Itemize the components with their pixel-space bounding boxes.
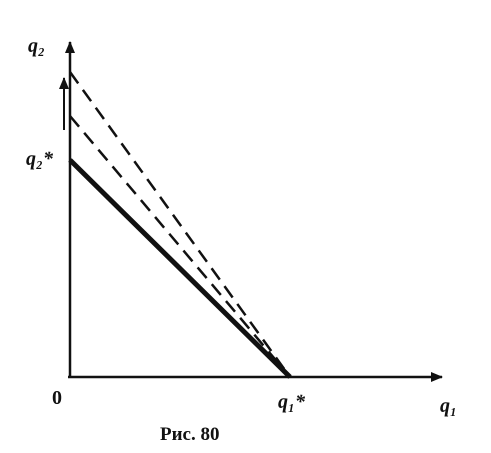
budget-line [68, 158, 292, 379]
caption: Рис. 80 [160, 424, 220, 445]
origin-label: 0 [52, 387, 62, 409]
dashed-budget-line [68, 71, 292, 378]
x-axis-label: q₁ [440, 395, 457, 417]
y-axis-label: q₂ [28, 35, 45, 57]
dashed-budget-line [69, 115, 291, 378]
y-intercept-label: q₂* [26, 148, 54, 170]
x-intercept-label: q₁* [278, 391, 306, 413]
